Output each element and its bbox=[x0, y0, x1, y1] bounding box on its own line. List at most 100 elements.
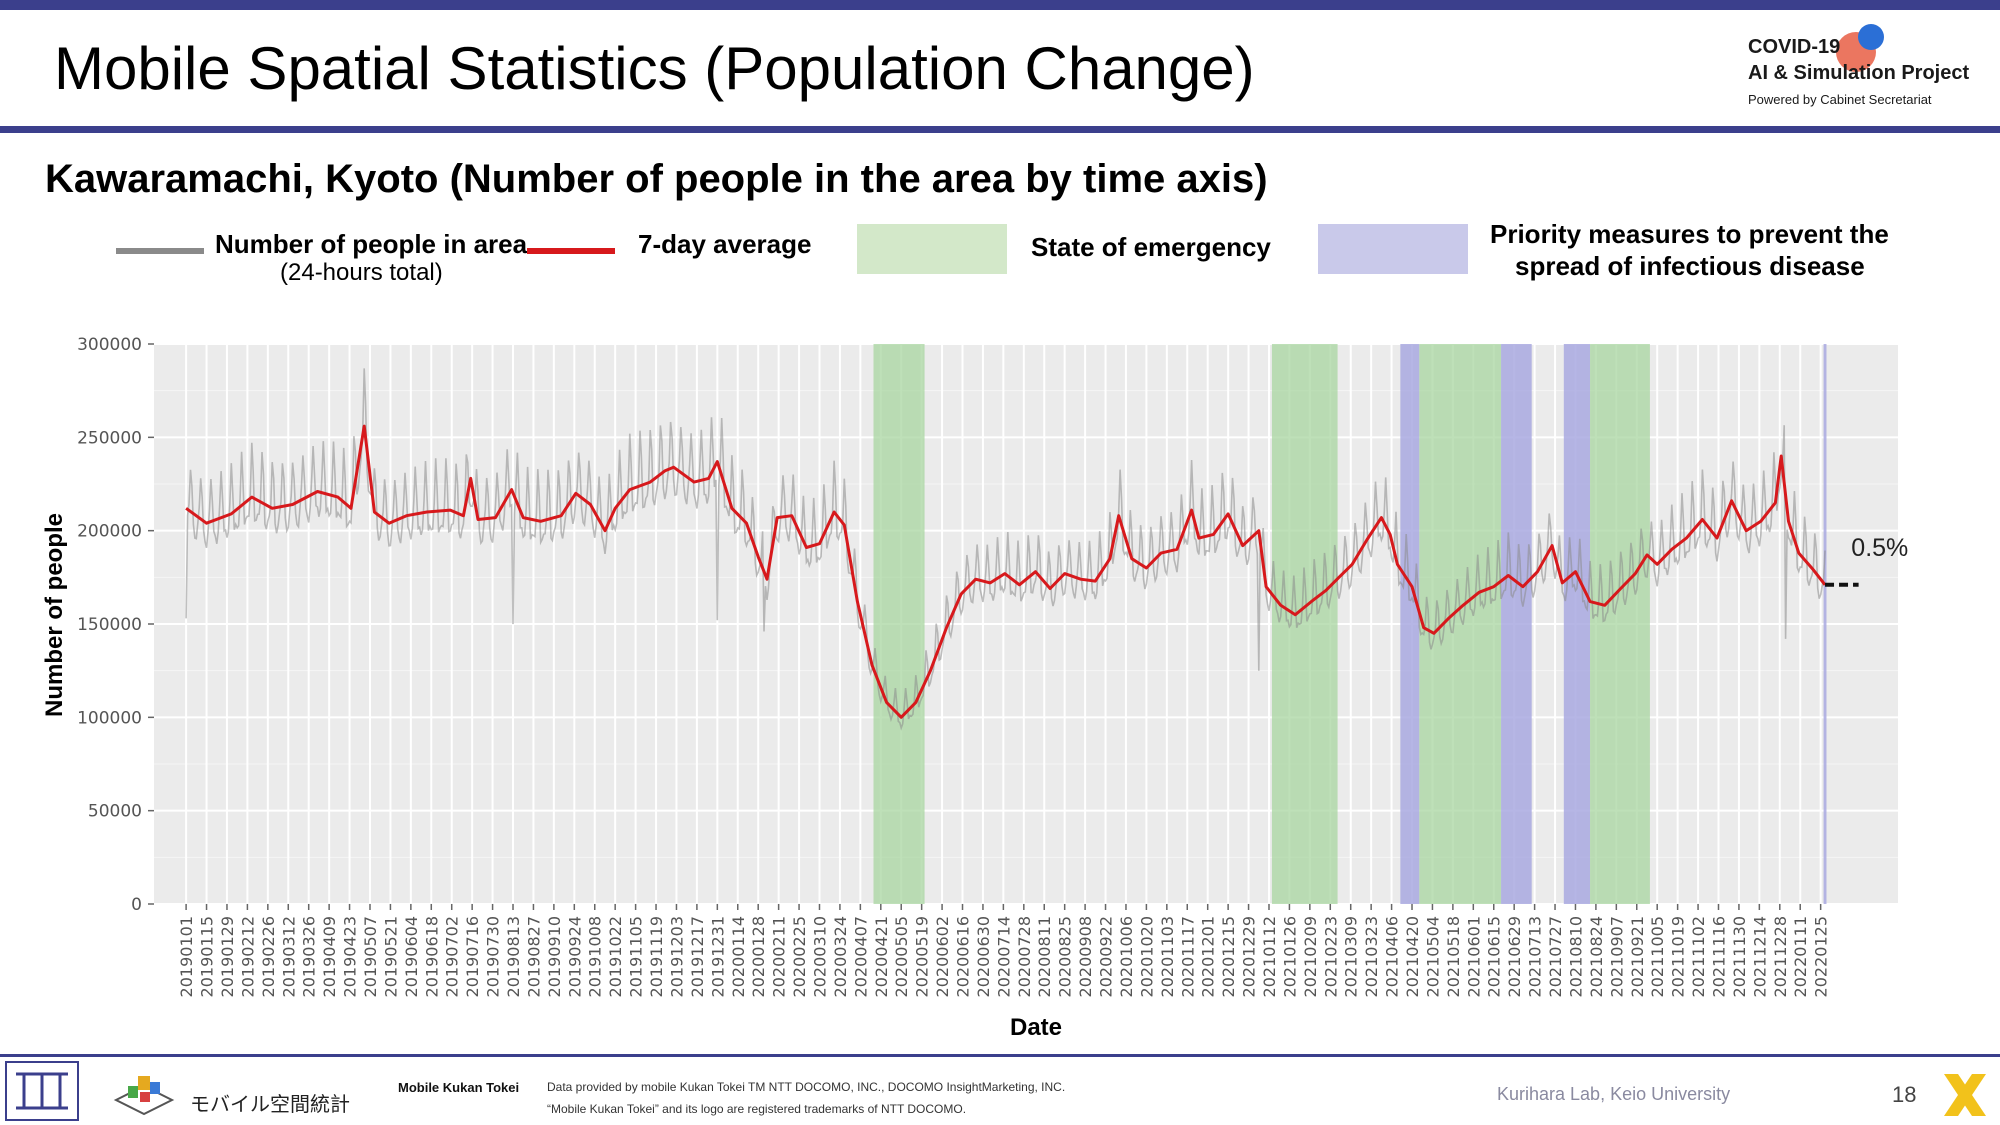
x-tick-label: 20210504 bbox=[1423, 916, 1442, 997]
x-tick-label: 20190326 bbox=[300, 916, 319, 997]
x-tick-label: 20200908 bbox=[1076, 916, 1095, 997]
x-tick-label: 20220111 bbox=[1791, 916, 1810, 997]
x-tick-label: 20200114 bbox=[729, 916, 748, 997]
x-tick-label: 20211116 bbox=[1709, 916, 1728, 997]
x-tick-label: 20200714 bbox=[994, 916, 1013, 997]
x-tick-label: 20220125 bbox=[1812, 916, 1831, 997]
priority-measures-band bbox=[1501, 344, 1532, 904]
x-tick-label: 20210420 bbox=[1403, 916, 1422, 997]
change-annotation: 0.5% bbox=[1851, 534, 1908, 562]
priority-measures-band bbox=[1823, 344, 1827, 904]
x-tick-label: 20201103 bbox=[1158, 916, 1177, 997]
top-accent-bar bbox=[0, 0, 2000, 10]
priority-measures-band bbox=[1563, 344, 1591, 904]
page-number: 18 bbox=[1892, 1082, 1917, 1107]
x-tick-label: 20210824 bbox=[1587, 916, 1606, 997]
x-tick-label: 20210907 bbox=[1607, 916, 1626, 997]
x-tick-label: 20211019 bbox=[1669, 916, 1688, 997]
mobile-kukan-tokei-logo bbox=[113, 1076, 175, 1116]
x-tick-label: 20211130 bbox=[1730, 916, 1749, 997]
project-logo: COVID-19 AI & Simulation Project Powered… bbox=[1740, 22, 1990, 117]
x-tick-label: 20210309 bbox=[1342, 916, 1361, 997]
x-tick-label: 20190618 bbox=[422, 916, 441, 997]
x-tick-label: 20210727 bbox=[1546, 916, 1565, 997]
x-tick-label: 20191203 bbox=[667, 916, 686, 997]
brand-jp: モバイル空間統計 bbox=[190, 1094, 350, 1116]
logo-line1: COVID-19 bbox=[1748, 36, 1841, 58]
page-title: Mobile Spatial Statistics (Population Ch… bbox=[54, 35, 1255, 102]
x-tick-label: 20201117 bbox=[1178, 916, 1197, 997]
x-tick-label: 20190604 bbox=[402, 916, 421, 997]
x-tick-label: 20191119 bbox=[647, 916, 666, 997]
x-tick-label: 20210629 bbox=[1505, 916, 1524, 997]
x-tick-label: 20191105 bbox=[627, 916, 646, 997]
population-line-chart: 0 50000 100000 150000 200000 250000 300000 201… bbox=[41, 335, 1908, 1041]
emergency-band bbox=[873, 344, 925, 904]
avg-series-line bbox=[185, 424, 1827, 719]
y-tick-label: 0 bbox=[131, 895, 142, 915]
y-tick-label: 50000 bbox=[88, 802, 142, 822]
x-tick-label: 20190312 bbox=[279, 916, 298, 997]
x-tick-label: 20200825 bbox=[1056, 916, 1075, 997]
emergency-band bbox=[1419, 344, 1502, 904]
x-tick-label: 20201020 bbox=[1137, 916, 1156, 997]
x-tick-label: 20210209 bbox=[1301, 916, 1320, 997]
x-tick-label: 20190409 bbox=[320, 916, 339, 997]
university-logo bbox=[5, 1061, 79, 1121]
x-tick-label: 20210323 bbox=[1362, 916, 1381, 997]
x-tick-label: 20200505 bbox=[892, 916, 911, 997]
x-tick-label: 20190730 bbox=[484, 916, 503, 997]
x-tick-label: 20210126 bbox=[1280, 916, 1299, 997]
x-tick-label: 20210615 bbox=[1485, 916, 1504, 997]
legend-avg-label: 7-day average bbox=[638, 229, 812, 259]
x-tick-label: 20190910 bbox=[545, 916, 564, 997]
x-tick-label: 20200407 bbox=[851, 916, 870, 997]
x-tick-label: 20200811 bbox=[1035, 916, 1054, 997]
x-tick-label: 20211005 bbox=[1648, 916, 1667, 997]
x-tick-label: 20200616 bbox=[954, 916, 973, 997]
chart-subtitle: Kawaramachi, Kyoto (Number of people in … bbox=[45, 157, 1268, 201]
x-tick-label: 20200519 bbox=[913, 916, 932, 997]
x-tick-label: 20200310 bbox=[810, 916, 829, 997]
x-tick-label: 20201201 bbox=[1199, 916, 1218, 997]
x-tick-label: 20201006 bbox=[1117, 916, 1136, 997]
brand-en: Mobile Kukan Tokei bbox=[398, 1080, 520, 1095]
legend-emergency-swatch bbox=[857, 224, 1007, 274]
legend-raw-sublabel: (24-hours total) bbox=[280, 259, 443, 286]
x-tick-label: 20191231 bbox=[708, 916, 727, 997]
y-tick-label: 250000 bbox=[77, 428, 142, 448]
y-tick-label: 300000 bbox=[77, 335, 142, 355]
x-tick-label: 20210713 bbox=[1526, 916, 1545, 997]
avg-series bbox=[185, 424, 1827, 719]
legend-priority-label-1: Priority measures to prevent the bbox=[1490, 219, 1889, 249]
priority-measures-band bbox=[1400, 344, 1420, 904]
period-bands bbox=[873, 344, 1827, 904]
x-tick-label: 20190115 bbox=[198, 916, 217, 997]
x-tick-label: 20210810 bbox=[1566, 916, 1585, 997]
y-axis: 0 50000 100000 150000 200000 250000 300000 bbox=[77, 335, 154, 915]
footer-divider bbox=[0, 1054, 2000, 1057]
x-tick-label: 20210921 bbox=[1628, 916, 1647, 997]
x-axis-title: Date bbox=[1010, 1014, 1062, 1041]
credit-line-1: Data provided by mobile Kukan Tokei TM N… bbox=[547, 1080, 1066, 1094]
logo-line2: AI & Simulation Project bbox=[1748, 62, 1970, 84]
y-tick-label: 150000 bbox=[77, 615, 142, 635]
x-tick-label: 20200211 bbox=[770, 916, 789, 997]
x-tick-label: 20191008 bbox=[586, 916, 605, 997]
x-mark-icon bbox=[1944, 1074, 1986, 1116]
x-tick-label: 20200922 bbox=[1097, 916, 1116, 997]
x-tick-label: 20200602 bbox=[933, 916, 952, 997]
legend-priority-swatch bbox=[1318, 224, 1468, 274]
legend-raw-swatch bbox=[116, 248, 204, 254]
y-axis-title: Number of people bbox=[41, 513, 68, 717]
x-tick-label: 20190212 bbox=[238, 916, 257, 997]
x-tick-label: 20211228 bbox=[1771, 916, 1790, 997]
x-tick-label: 20210601 bbox=[1464, 916, 1483, 997]
x-tick-label: 20201229 bbox=[1240, 916, 1259, 997]
emergency-band bbox=[1271, 344, 1338, 904]
lab-credit: Kurihara Lab, Keio University bbox=[1497, 1084, 1731, 1104]
x-tick-label: 20210223 bbox=[1321, 916, 1340, 997]
legend-priority-label-2: spread of infectious disease bbox=[1515, 251, 1865, 281]
x-tick-label: 20190101 bbox=[177, 916, 196, 997]
credit-line-2: “Mobile Kukan Tokei” and its logo are re… bbox=[547, 1102, 967, 1116]
